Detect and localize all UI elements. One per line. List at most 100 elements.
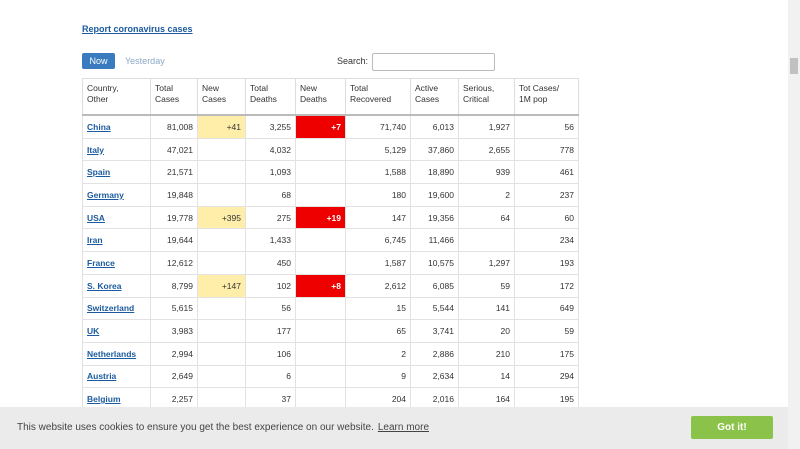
header-text: Critical	[463, 94, 489, 104]
number-cell: 450	[245, 251, 296, 275]
number-cell: 2,016	[410, 387, 459, 407]
number-cell: 59	[458, 273, 515, 298]
number-cell: 106	[245, 341, 296, 366]
number-cell: 2,655	[458, 137, 515, 162]
number-cell: 461	[514, 160, 579, 185]
number-cell	[197, 364, 246, 389]
header-text: Total	[250, 83, 268, 93]
country-cell[interactable]: France	[82, 251, 151, 275]
column-header[interactable]: Country, Other	[82, 78, 151, 116]
tab-now[interactable]: Now	[82, 53, 115, 69]
column-header[interactable]: New Cases	[197, 78, 246, 116]
header-text: Deaths	[250, 94, 277, 104]
column-header[interactable]: Total Deaths	[245, 78, 296, 116]
number-cell: 56	[514, 114, 579, 139]
number-cell: 193	[514, 251, 579, 275]
country-cell[interactable]: UK	[82, 319, 151, 343]
header-text: Cases	[202, 94, 227, 104]
number-cell: 4,032	[245, 137, 296, 162]
number-cell: 5,129	[345, 137, 411, 162]
header-text: Total	[350, 83, 368, 93]
number-cell	[295, 183, 346, 207]
number-cell: 68	[245, 183, 296, 207]
number-cell: 19,644	[150, 228, 198, 253]
number-cell: +41	[197, 114, 246, 139]
number-cell	[197, 160, 246, 185]
number-cell: 3,983	[150, 319, 198, 343]
header-text: Active	[415, 83, 439, 93]
number-cell: 6	[245, 364, 296, 389]
number-cell: 9	[345, 364, 411, 389]
report-link[interactable]: Report coronavirus cases	[82, 24, 193, 34]
number-cell	[197, 319, 246, 343]
country-cell[interactable]: China	[82, 114, 151, 139]
number-cell: 177	[245, 319, 296, 343]
country-cell[interactable]: S. Korea	[82, 273, 151, 298]
table-row: UK 3,983 177 65 3,741 20 59	[82, 319, 579, 343]
header-text: New	[202, 83, 220, 93]
column-header[interactable]: Total Cases	[150, 78, 198, 116]
country-cell[interactable]: Italy	[82, 137, 151, 162]
number-cell: 1,927	[458, 114, 515, 139]
column-header[interactable]: Total Recovered	[345, 78, 411, 116]
table-row: USA 19,778 +395 275 +19 147 19,356 64 60	[82, 205, 579, 230]
table-row: Iran 19,644 1,433 6,745 11,466 234	[82, 228, 579, 253]
number-cell: 1,433	[245, 228, 296, 253]
table-row: Austria 2,649 6 9 2,634 14 294	[82, 364, 579, 389]
number-cell: 11,466	[410, 228, 459, 253]
number-cell: 8,799	[150, 273, 198, 298]
number-cell: 778	[514, 137, 579, 162]
number-cell: 15	[345, 296, 411, 321]
number-cell: 2	[345, 341, 411, 366]
country-cell[interactable]: USA	[82, 205, 151, 230]
country-cell[interactable]: Switzerland	[82, 296, 151, 321]
number-cell	[295, 137, 346, 162]
country-cell[interactable]: Belgium	[82, 387, 151, 407]
number-cell: 71,740	[345, 114, 411, 139]
country-cell[interactable]: Austria	[82, 364, 151, 389]
scroll-thumb[interactable]	[790, 58, 798, 74]
number-cell: 649	[514, 296, 579, 321]
number-cell: 147	[345, 205, 411, 230]
number-cell: 1,093	[245, 160, 296, 185]
search-input[interactable]	[372, 53, 495, 71]
number-cell: 2,257	[150, 387, 198, 407]
number-cell: 237	[514, 183, 579, 207]
column-header[interactable]: New Deaths	[295, 78, 346, 116]
number-cell: 37	[245, 387, 296, 407]
number-cell: 3,741	[410, 319, 459, 343]
number-cell: 195	[514, 387, 579, 407]
number-cell: 2,612	[345, 273, 411, 298]
number-cell: 18,890	[410, 160, 459, 185]
column-header[interactable]: Active Cases	[410, 78, 459, 116]
got-it-button[interactable]: Got it!	[691, 416, 773, 439]
header-text: Country,	[87, 83, 119, 93]
number-cell: 2,649	[150, 364, 198, 389]
table-row: China 81,008 +41 3,255 +7 71,740 6,013 1,927 56	[82, 114, 579, 139]
table-row: Spain 21,571 1,093 1,588 18,890 939 461	[82, 160, 579, 185]
number-cell: +147	[197, 273, 246, 298]
country-cell[interactable]: Netherlands	[82, 341, 151, 366]
number-cell: +7	[295, 114, 346, 139]
number-cell	[295, 251, 346, 275]
number-cell: 939	[458, 160, 515, 185]
number-cell: 180	[345, 183, 411, 207]
number-cell: 59	[514, 319, 579, 343]
number-cell: 5,544	[410, 296, 459, 321]
column-header[interactable]: Tot Cases/1M pop	[514, 78, 579, 116]
country-cell[interactable]: Spain	[82, 160, 151, 185]
number-cell	[197, 387, 246, 407]
number-cell: 19,356	[410, 205, 459, 230]
number-cell: 1,587	[345, 251, 411, 275]
number-cell: 1,297	[458, 251, 515, 275]
table-row: Switzerland 5,615 56 15 5,544 141 649	[82, 296, 579, 321]
learn-more[interactable]: Learn more	[377, 422, 430, 433]
number-cell: 6,013	[410, 114, 459, 139]
tab-yesterday[interactable]: Yesterday	[125, 56, 165, 66]
number-cell	[197, 137, 246, 162]
column-header[interactable]: Serious, Critical	[458, 78, 515, 116]
cases-table: Country, Other Total Cases New Cases Total Deat…	[82, 78, 579, 407]
number-cell: 141	[458, 296, 515, 321]
country-cell[interactable]: Germany	[82, 183, 151, 207]
country-cell[interactable]: Iran	[82, 228, 151, 253]
